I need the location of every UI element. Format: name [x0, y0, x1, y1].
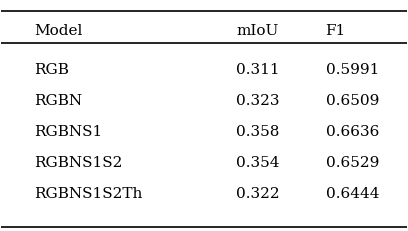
Text: RGBNS1: RGBNS1	[34, 125, 102, 138]
Text: 0.6636: 0.6636	[326, 125, 379, 138]
Text: RGBNS1S2Th: RGBNS1S2Th	[34, 186, 142, 200]
Text: RGB: RGB	[34, 63, 69, 77]
Text: 0.323: 0.323	[236, 94, 280, 108]
Text: RGBN: RGBN	[34, 94, 82, 108]
Text: 0.6529: 0.6529	[326, 155, 379, 169]
Text: 0.6444: 0.6444	[326, 186, 379, 200]
Text: 0.322: 0.322	[236, 186, 280, 200]
Text: 0.311: 0.311	[236, 63, 280, 77]
Text: mIoU: mIoU	[236, 24, 279, 38]
Text: 0.5991: 0.5991	[326, 63, 379, 77]
Text: 0.358: 0.358	[236, 125, 280, 138]
Text: 0.354: 0.354	[236, 155, 280, 169]
Text: F1: F1	[326, 24, 346, 38]
Text: 0.6509: 0.6509	[326, 94, 379, 108]
Text: RGBNS1S2: RGBNS1S2	[34, 155, 122, 169]
Text: Model: Model	[34, 24, 82, 38]
